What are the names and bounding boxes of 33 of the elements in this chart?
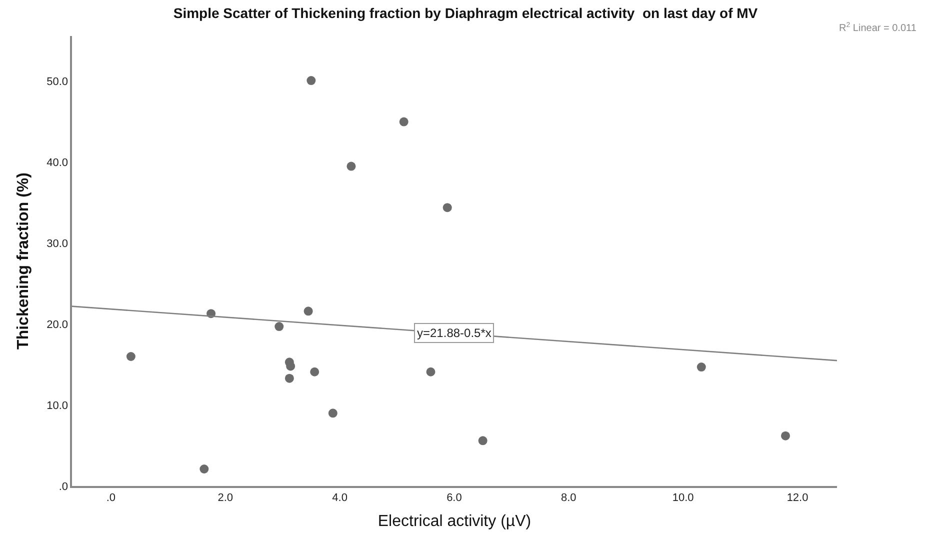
- x-tick-label: 6.0: [446, 492, 462, 504]
- point: [346, 162, 356, 171]
- point: [304, 306, 313, 316]
- point: [696, 362, 706, 372]
- point: [126, 352, 136, 361]
- x-tick-label: 4.0: [332, 492, 348, 504]
- text: R$^{2}$ Linear = 0.011: [839, 22, 917, 34]
- x-tick-label: 2.0: [218, 492, 233, 504]
- point: [310, 367, 320, 376]
- y-tick-label: 10.0: [46, 400, 68, 412]
- point: [284, 374, 294, 383]
- point: [328, 408, 338, 418]
- y-tick-label: 20.0: [46, 318, 68, 331]
- x-tick-label: 12.0: [786, 492, 808, 504]
- point: [306, 76, 316, 86]
- point: [200, 464, 209, 474]
- y-tick-label: 30.0: [46, 238, 68, 250]
- point: [274, 322, 284, 332]
- y-axis-title: Thickening fraction (%): [15, 172, 32, 350]
- point: [478, 436, 488, 446]
- chart-title: Simple Scatter of Thickening fraction by Diaphragm electrical activity on last day of MV: [173, 4, 758, 21]
- y-tick-label: 40.0: [46, 157, 68, 170]
- annotation: y=21.88-0.5*x: [417, 326, 492, 340]
- y-tick-label: 50.0: [46, 76, 68, 88]
- point: [426, 367, 436, 376]
- point: [781, 431, 790, 440]
- point: [442, 203, 452, 212]
- x-axis-title: Electrical activity (µV): [378, 513, 532, 530]
- x-tick-label: 10.0: [672, 492, 694, 504]
- point: [399, 117, 408, 126]
- x-tick-label: 8.0: [561, 492, 576, 504]
- x-tick-label: .0: [106, 492, 116, 504]
- y-tick-label: .0: [58, 480, 68, 493]
